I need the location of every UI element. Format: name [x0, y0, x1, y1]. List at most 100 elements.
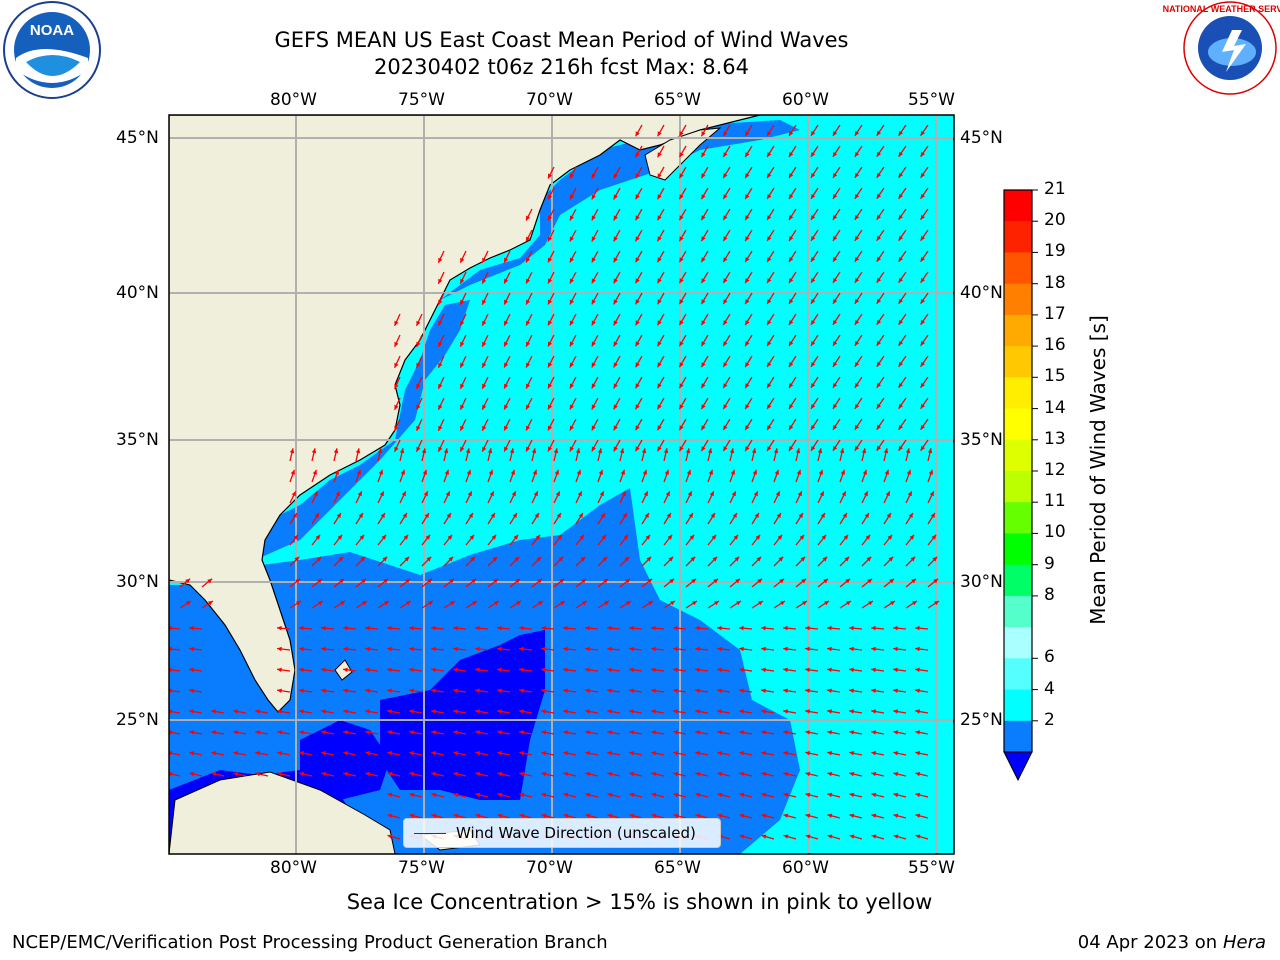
wind-arrow-head: [783, 813, 789, 818]
wind-arrow-head: [603, 578, 609, 584]
wind-arrow-head: [535, 534, 541, 540]
wind-arrow-head: [789, 299, 794, 304]
wind-arrow-head: [343, 646, 348, 652]
wind-arrow-head: [767, 152, 772, 157]
wind-arrow-head: [468, 513, 473, 518]
wind-arrow-head: [876, 193, 882, 199]
wind-arrow-head: [401, 491, 406, 497]
wind-arrow-head: [701, 362, 706, 368]
wind-arrow-head: [849, 688, 854, 693]
wind-arrow-head: [560, 601, 565, 606]
wind-arrow-head: [871, 646, 876, 652]
wind-arrow-head: [673, 771, 679, 777]
wind-arrow-head: [482, 362, 487, 368]
wind-arrow-head: [723, 257, 728, 263]
colorbar-segment: [1004, 346, 1032, 378]
wind-arrow-head: [832, 214, 838, 220]
wind-arrow-head: [569, 299, 574, 305]
wind-arrow-head: [679, 152, 684, 158]
wind-arrow-head: [691, 578, 697, 584]
wind-arrow-head: [548, 425, 553, 431]
wind-arrow-head: [365, 771, 371, 777]
wind-arrow-head: [695, 730, 700, 735]
wind-arrow-head: [767, 362, 772, 367]
wind-arrow-head: [497, 667, 502, 673]
wind-arrow-head: [394, 362, 399, 368]
wind-arrow-head: [613, 215, 618, 221]
wind-arrow-head: [708, 469, 713, 475]
wind-arrow-head: [526, 299, 531, 305]
wind-arrow-head: [497, 625, 502, 631]
wind-arrow-head: [460, 404, 465, 410]
wind-arrow-head: [409, 792, 415, 798]
wind-arrow-head: [811, 194, 816, 199]
wind-arrow-head: [548, 278, 553, 284]
wind-arrow-head: [745, 425, 750, 431]
wind-arrow-head: [805, 688, 810, 693]
wind-arrow-head: [805, 709, 810, 714]
wind-arrow-head: [687, 491, 692, 497]
wind-arrow-head: [548, 320, 553, 326]
wind-arrow-head: [854, 256, 860, 262]
wind-arrow-head: [789, 278, 794, 283]
lon-tick-top-65w: 65°W: [654, 90, 701, 110]
wind-arrow-head: [361, 578, 367, 584]
wind-arrow-head: [695, 751, 701, 756]
wind-arrow-head: [811, 131, 816, 136]
wind-arrow-head: [294, 556, 300, 562]
wind-arrow-head: [312, 469, 317, 475]
wind-arrow-head: [876, 382, 882, 388]
wind-arrow-head: [601, 534, 607, 540]
wind-arrow-head: [504, 404, 509, 410]
wind-arrow-head: [789, 173, 794, 178]
wind-arrow-head: [695, 771, 701, 777]
wind-arrow-head: [832, 319, 838, 325]
wind-arrow-head: [789, 404, 794, 409]
wind-arrow-head: [876, 277, 882, 283]
wind-arrow-head: [920, 298, 925, 304]
wind-arrow-head: [929, 491, 934, 497]
wind-arrow-head: [519, 709, 524, 714]
wind-arrow-head: [470, 556, 476, 562]
wind-arrow-head: [519, 792, 525, 798]
wind-arrow-head: [635, 362, 640, 368]
wind-arrow-head: [767, 173, 772, 178]
wind-arrow-head: [789, 236, 794, 241]
wind-arrow-head: [431, 688, 436, 693]
wind-arrow-head: [920, 214, 925, 220]
wind-arrow-head: [255, 771, 261, 777]
wind-arrow-head: [526, 320, 531, 326]
wind-arrow-head: [526, 362, 531, 368]
wind-arrow-head: [447, 534, 453, 540]
wind-arrow-head: [317, 578, 323, 584]
wind-arrow-head: [898, 361, 903, 367]
wind-arrow-head: [745, 194, 750, 200]
wind-arrow-head: [731, 491, 736, 497]
wind-arrow-head: [431, 813, 437, 818]
wind-arrow-head: [293, 534, 299, 540]
wind-arrow-head: [343, 730, 348, 735]
wind-arrow-head: [842, 513, 847, 518]
wind-arrow-head: [745, 278, 750, 284]
wind-arrow-head: [384, 601, 389, 606]
wind-arrow-head: [563, 709, 568, 714]
wind-arrow-head: [811, 152, 816, 157]
wind-arrow-head: [509, 448, 515, 454]
wind-arrow-head: [657, 278, 662, 284]
wind-arrow-head: [789, 131, 794, 136]
wind-arrow-head: [647, 578, 653, 584]
wind-arrow-head: [811, 236, 816, 241]
wind-arrow-head: [427, 578, 433, 584]
wind-arrow-head: [717, 625, 722, 631]
wind-arrow-head: [591, 194, 596, 200]
wind-arrow-head: [898, 172, 903, 178]
wind-arrow-head: [438, 383, 443, 389]
wind-arrow-head: [898, 151, 903, 157]
wind-arrow-head: [504, 257, 509, 263]
wind-arrow-head: [356, 469, 361, 475]
wind-arrow-head: [387, 813, 393, 818]
wind-arrow-head: [745, 362, 750, 368]
wind-arrow-head: [469, 534, 475, 540]
wind-arrow-head: [695, 813, 701, 818]
wind-arrow-head: [846, 601, 851, 606]
